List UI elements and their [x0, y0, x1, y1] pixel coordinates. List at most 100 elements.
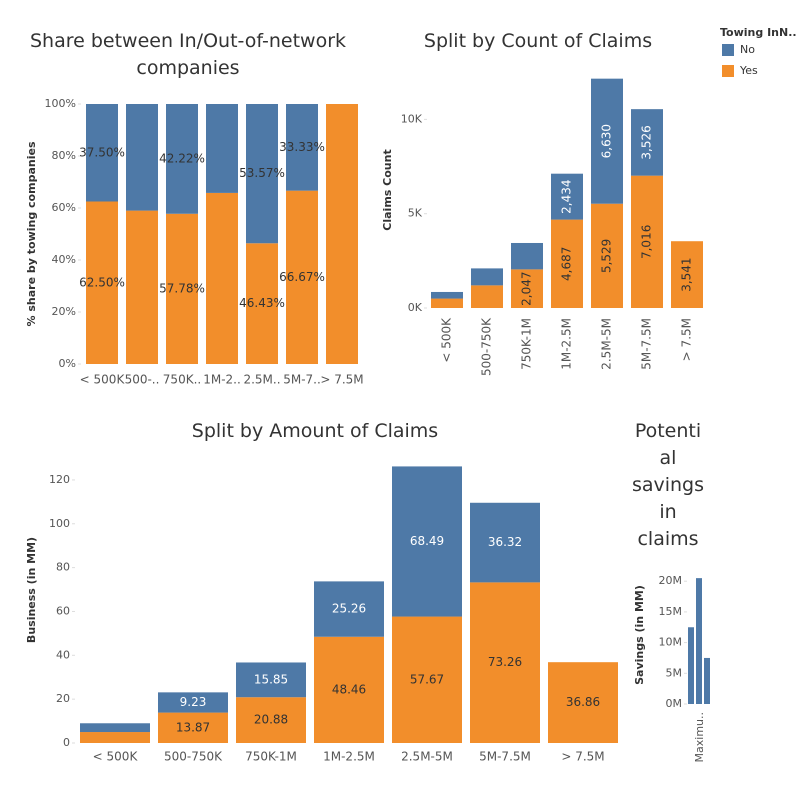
x-tick-label: 750K-1M [520, 318, 534, 370]
value-label: 9.23 [180, 695, 207, 709]
bar-segment [236, 662, 306, 698]
legend-swatch [722, 65, 734, 77]
value-label: 68.49 [410, 534, 444, 548]
x-tick-label: 750K-1M [245, 750, 297, 764]
bar [696, 578, 702, 704]
bar-segment [166, 213, 198, 364]
x-tick-label: < 500K [80, 373, 126, 387]
bar-segment [551, 173, 583, 220]
bar-segment [326, 104, 358, 364]
bar-segment [86, 104, 118, 202]
x-tick-label: < 500K [440, 317, 454, 363]
x-tick-label: < 500K [93, 750, 139, 764]
legend-label: Yes [739, 64, 758, 77]
bar-segment [392, 466, 462, 617]
y-tick-label: 60% [52, 201, 76, 214]
value-label: 20.88 [254, 713, 288, 727]
value-label: 57.67 [410, 672, 444, 686]
bar-segment [158, 712, 228, 743]
bar-segment [246, 104, 278, 244]
value-label: 15.85 [254, 672, 288, 686]
bar-segment [511, 269, 543, 308]
y-axis-label: Savings (in MM) [633, 585, 646, 685]
bar-segment [631, 109, 663, 176]
y-tick-label: 0K [408, 301, 423, 314]
value-label: 2,047 [520, 272, 534, 306]
bar-segment [246, 243, 278, 364]
value-label: 3,541 [680, 257, 694, 291]
x-tick-label: 500-750K [164, 750, 223, 764]
x-tick-label: 2.5M.. [243, 373, 280, 387]
bar-segment [166, 104, 198, 214]
value-label: 36.86 [566, 695, 600, 709]
value-label: 53.57% [239, 166, 285, 180]
chart-title: Potential savings in claims [631, 420, 705, 550]
x-tick-label: 1M-2.5M [560, 318, 574, 370]
legend-swatch [722, 44, 734, 56]
bar-segment [511, 242, 543, 270]
y-tick-label: 80 [56, 561, 70, 574]
x-tick-label: 500-750K [480, 317, 494, 376]
bar-segment [86, 201, 118, 364]
x-tick-label: Maximu.. [693, 712, 706, 762]
bar-segment [671, 241, 703, 308]
bar-segment [158, 692, 228, 713]
value-label: 66.67% [279, 270, 325, 284]
y-tick-label: 80% [52, 149, 76, 162]
chart-title: Split by Count of Claims [423, 30, 653, 52]
bar-segment [471, 285, 503, 308]
value-label: 5,529 [600, 239, 614, 273]
value-label: 6,630 [600, 124, 614, 158]
x-tick-label: > 7.5M [561, 750, 604, 764]
value-label: 7,016 [640, 225, 654, 259]
bar-segment [80, 723, 150, 733]
bar-segment [126, 210, 158, 364]
bar-segment [591, 203, 623, 308]
y-tick-label: 20% [52, 305, 76, 318]
x-tick-label: > 7.5M [680, 318, 694, 361]
y-tick-label: 100% [45, 97, 76, 110]
bar-segment [206, 192, 238, 364]
bar-segment [548, 662, 618, 743]
x-tick-label: 5M-7.5M [640, 318, 654, 370]
bar-segment [206, 104, 238, 193]
bar-segment [470, 582, 540, 743]
bar-segment [286, 104, 318, 191]
y-tick-label: 10M [659, 636, 683, 649]
y-tick-label: 0 [63, 736, 70, 749]
x-tick-label: > 7.5M [320, 373, 363, 387]
y-tick-label: 5K [408, 207, 423, 220]
value-label: 33.33% [279, 140, 325, 154]
y-tick-label: 10K [401, 112, 423, 125]
value-label: 62.50% [79, 275, 125, 289]
y-tick-label: 40% [52, 253, 76, 266]
x-tick-label: 5M-7.. [283, 373, 321, 387]
bar-segment [80, 732, 150, 743]
x-tick-label: 750K.. [163, 373, 201, 387]
bar-segment [551, 219, 583, 308]
legend-title: Towing InN.. [720, 26, 797, 39]
bar-segment [286, 190, 318, 364]
y-tick-label: 20M [659, 574, 683, 587]
y-tick-label: 0M [666, 697, 683, 710]
chart-title: Share between In/Out-of-network companie… [29, 30, 347, 79]
bar-segment [126, 104, 158, 211]
value-label: 73.26 [488, 655, 522, 669]
value-label: 4,687 [560, 247, 574, 281]
value-label: 25.26 [332, 602, 366, 616]
y-axis-label: % share by towing companies [25, 141, 38, 326]
y-tick-label: 60 [56, 604, 70, 617]
y-tick-label: 120 [49, 473, 70, 486]
y-tick-label: 15M [659, 605, 683, 618]
y-tick-label: 0% [59, 357, 76, 370]
bar-segment [591, 78, 623, 204]
x-tick-label: 5M-7.5M [479, 750, 531, 764]
x-tick-label: 1M-2.5M [323, 750, 375, 764]
chart-title: Split by Amount of Claims [191, 420, 439, 442]
bar [688, 627, 694, 704]
bar-segment [392, 616, 462, 743]
y-axis-label: Business (in MM) [25, 537, 38, 643]
y-tick-label: 40 [56, 648, 70, 661]
x-tick-label: 1M-2.. [203, 373, 241, 387]
